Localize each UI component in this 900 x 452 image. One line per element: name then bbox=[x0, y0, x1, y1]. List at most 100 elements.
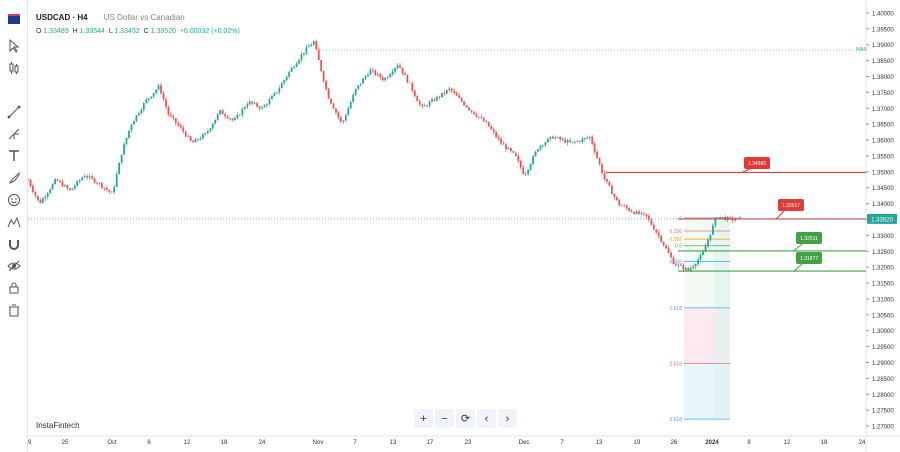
emoji-tool[interactable] bbox=[4, 190, 24, 210]
level-callout bbox=[744, 157, 770, 169]
fib-level-label: 3.618 bbox=[669, 417, 682, 423]
candle-body bbox=[349, 102, 352, 109]
scroll-left-button[interactable]: ‹ bbox=[477, 409, 496, 428]
candle-body bbox=[295, 63, 298, 67]
y-tick-label: 1.30500 bbox=[872, 313, 894, 319]
candle-body bbox=[28, 179, 29, 181]
pattern-tool[interactable] bbox=[4, 212, 24, 232]
level-callout bbox=[796, 232, 822, 244]
x-tick-label: Nov bbox=[313, 440, 324, 446]
trend-line-tool[interactable] bbox=[4, 102, 24, 122]
candle-body bbox=[684, 267, 687, 270]
candle-body bbox=[709, 234, 712, 240]
candle-body bbox=[539, 145, 542, 150]
scroll-right-button[interactable]: › bbox=[498, 409, 517, 428]
candle-body bbox=[369, 69, 372, 75]
brush-tool[interactable] bbox=[4, 168, 24, 188]
text-tool[interactable] bbox=[4, 146, 24, 166]
candle-body bbox=[101, 182, 103, 188]
time-axis[interactable]: 19 25 Oct 6 12 18 24 Nov 7 13 17 23 Dec 7 13 19 26 2024 8 1… bbox=[28, 440, 866, 446]
magnet-tool[interactable] bbox=[4, 234, 24, 254]
candle-body bbox=[455, 92, 458, 96]
pitchfork-icon bbox=[8, 128, 20, 140]
candle-body bbox=[549, 136, 552, 139]
candle-body bbox=[635, 211, 638, 214]
y-tick-label: 1.32500 bbox=[872, 250, 894, 256]
candles-tool[interactable] bbox=[4, 58, 24, 78]
candle-body bbox=[256, 103, 259, 107]
x-tick-label: 12 bbox=[184, 440, 191, 446]
sr-lines[interactable]: 1.34980 1.33517 1.32511 1.31877 bbox=[606, 157, 866, 272]
x-tick-label: 7 bbox=[560, 440, 564, 446]
candle-body bbox=[268, 99, 271, 105]
price-axis[interactable]: 1.40000 1.39500 1.39000 1.38500 1.38000 1.375… bbox=[866, 11, 894, 431]
ohlc-readout: O 1.33489 H 1.33544 L 1.33452 C 1.33520 … bbox=[36, 28, 240, 35]
cursor-icon bbox=[9, 39, 20, 53]
candle-body bbox=[694, 264, 697, 267]
candle-body bbox=[147, 98, 150, 100]
candle-body bbox=[339, 117, 342, 122]
x-tick-label: 8 bbox=[747, 440, 751, 446]
candle-body bbox=[517, 156, 520, 161]
candle-body bbox=[450, 88, 453, 92]
candle-body bbox=[347, 108, 350, 116]
candle-body bbox=[83, 176, 86, 178]
zoom-out-button[interactable]: − bbox=[435, 409, 454, 428]
candle-body bbox=[320, 59, 323, 72]
y-tick-label: 1.33000 bbox=[872, 234, 894, 240]
candle-body bbox=[507, 148, 510, 150]
candle-body bbox=[630, 210, 633, 213]
brush-icon bbox=[9, 171, 20, 184]
reset-button[interactable]: ⟳ bbox=[456, 409, 475, 428]
candle-body bbox=[682, 265, 685, 270]
trash-tool[interactable] bbox=[4, 300, 24, 320]
drawing-toolbar bbox=[0, 0, 28, 452]
candle-body bbox=[263, 105, 266, 108]
candle-body bbox=[266, 104, 268, 106]
candle-body bbox=[123, 144, 125, 155]
level-callout bbox=[796, 252, 822, 264]
candle-body bbox=[145, 99, 148, 104]
candle-body bbox=[103, 187, 106, 189]
chart-nav-controls: + − ⟳ ‹ › bbox=[414, 409, 517, 428]
candle-body bbox=[423, 105, 426, 107]
candle-body bbox=[416, 96, 419, 102]
candle-body bbox=[194, 139, 197, 143]
candle-body bbox=[546, 138, 549, 143]
candle-body bbox=[234, 118, 236, 120]
y-tick-label: 1.39500 bbox=[872, 27, 894, 33]
candle-body bbox=[56, 179, 59, 181]
y-tick-label: 1.27500 bbox=[872, 409, 894, 415]
candle-body bbox=[692, 266, 695, 269]
candle-body bbox=[647, 215, 650, 220]
y-tick-label: 1.32000 bbox=[872, 266, 894, 272]
candle-body bbox=[389, 74, 392, 78]
candle-body bbox=[86, 176, 89, 178]
candle-body bbox=[655, 229, 658, 233]
candle-body bbox=[564, 139, 566, 143]
level-callout-label: 1.34980 bbox=[748, 161, 766, 167]
candle-body bbox=[179, 125, 182, 128]
candles-icon bbox=[9, 62, 19, 74]
candle-body bbox=[362, 78, 364, 84]
candle-body bbox=[211, 123, 214, 129]
zoom-in-button[interactable]: + bbox=[414, 409, 433, 428]
lock-tool[interactable] bbox=[4, 278, 24, 298]
level-callout-pointer bbox=[775, 210, 785, 220]
candle-body bbox=[633, 212, 635, 214]
candle-body bbox=[54, 179, 57, 185]
cursor-tool[interactable] bbox=[4, 36, 24, 56]
price-chart[interactable]: 1.40000 1.39500 1.39000 1.38500 1.38000 1.375… bbox=[28, 0, 900, 452]
y-tick-label: 1.28000 bbox=[872, 393, 894, 399]
candle-body bbox=[643, 212, 645, 214]
x-tick-label: 7 bbox=[353, 440, 357, 446]
candle-body bbox=[492, 129, 495, 132]
flag-tool[interactable] bbox=[4, 9, 24, 29]
candle-body bbox=[41, 198, 44, 204]
candle-body bbox=[662, 241, 665, 246]
candle-body bbox=[78, 180, 81, 182]
pitchfork-tool[interactable] bbox=[4, 124, 24, 144]
eye-tool[interactable] bbox=[4, 256, 24, 276]
candle-body bbox=[571, 141, 574, 143]
